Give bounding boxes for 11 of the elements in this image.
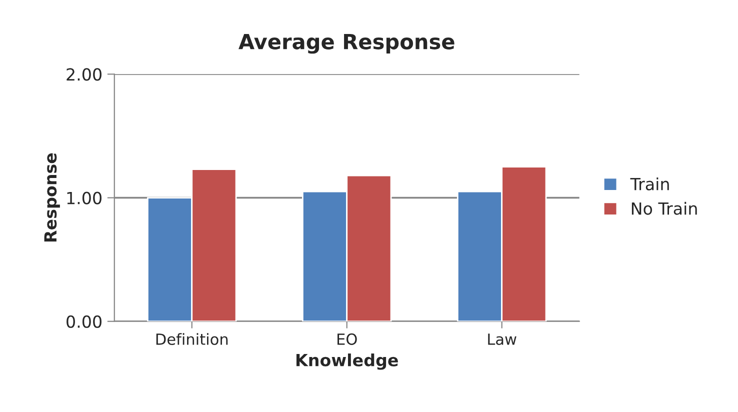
x-tick-label: EO	[338, 333, 357, 345]
y-tick-label: 0.00	[66, 315, 102, 328]
chart-title: Average Response	[238, 34, 454, 54]
x-tick-label: Law	[488, 334, 516, 345]
x-tick-label: Definition	[156, 333, 228, 345]
y-axis-title: Response	[44, 153, 60, 242]
y-tick-label: 1.00	[67, 192, 102, 204]
x-axis-title: Knowledge	[296, 354, 398, 370]
legend-label: Train	[630, 177, 669, 190]
legend-label: No Train	[632, 202, 697, 215]
y-tick-label: 2.00	[66, 68, 102, 81]
